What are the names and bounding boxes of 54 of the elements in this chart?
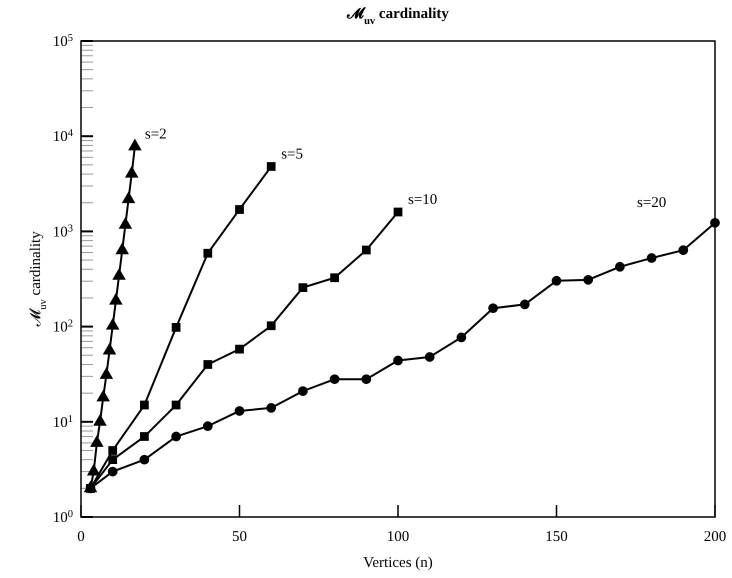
series-label: s=2 [144,126,167,142]
point [361,374,372,384]
point [116,243,129,254]
point [362,246,371,254]
point [393,356,403,366]
point [203,360,212,369]
point [202,421,213,432]
point [298,386,308,396]
point [140,400,149,410]
point [140,432,149,441]
text: s=20 [637,194,666,211]
series-label: s=5 [281,146,303,163]
point [520,300,530,310]
x-tick-label: 200 [704,529,726,545]
y-tick-label: 10$^{4}$ [52,128,74,146]
point [646,253,656,263]
point [234,406,244,416]
point [456,332,466,342]
point [171,432,181,442]
chart-title: 𝓜$_{uv}$ cardinality [346,6,450,26]
point [678,245,688,256]
point [235,344,244,354]
point [488,303,498,314]
point [108,446,118,455]
x-tick-label: 100 [386,529,410,545]
point [172,400,180,410]
x-tick-label: 0 [77,529,85,545]
point [266,162,276,171]
point [266,321,276,330]
point [266,403,276,413]
point [583,274,594,285]
point [203,248,212,258]
point [330,374,340,384]
x-axis-title: Vertices (n) [363,555,433,571]
point [552,276,562,286]
point [330,273,339,282]
x-tick-label: 150 [545,529,568,545]
y-tick-label: 10$^{0}$ [52,508,73,526]
point [615,262,625,272]
point [710,218,720,228]
y-tick-label: 10$^{3}$ [52,222,73,240]
point [108,466,118,476]
y-tick-label: 10$^{2}$ [52,318,73,336]
y-tick-label: 10$^{1}$ [52,413,73,431]
point [235,205,244,214]
point [94,414,106,426]
series-label: s=10 [408,192,438,208]
y-tick-label: 10$^{5}$ [52,32,73,50]
point [298,283,308,292]
point [394,208,402,216]
point [140,454,150,465]
point [424,352,435,362]
point [172,323,180,332]
x-tick-label: 50 [232,529,247,545]
